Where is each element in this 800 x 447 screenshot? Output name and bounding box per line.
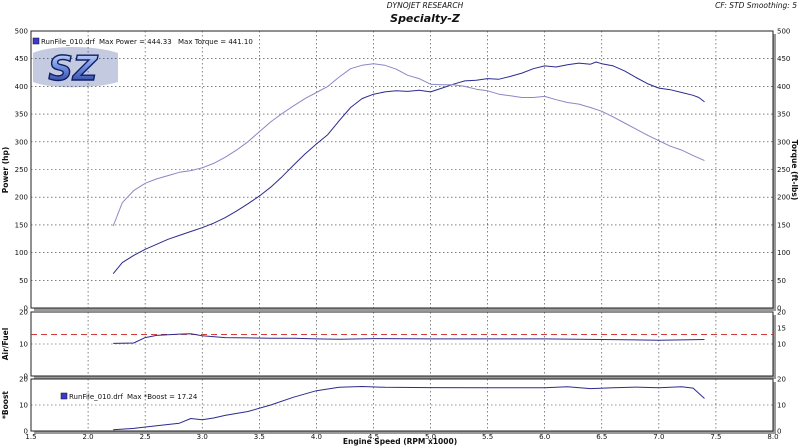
tick-layer: 0501001502002503003504004505000501001502… — [15, 28, 791, 442]
y-tick-label-right: 20 — [777, 376, 786, 384]
y-tick-label-right: 10 — [777, 402, 786, 410]
x-tick-label: 8.0 — [767, 433, 778, 441]
boost-legend-swatch — [60, 392, 68, 400]
y-tick-label-left: 10 — [19, 402, 28, 410]
power-torque-torque-line — [112, 63, 705, 227]
boost-legend-max: Max *Boost = 17.24 — [127, 393, 198, 401]
y-tick-label-right: 150 — [777, 221, 790, 229]
y-tick-label-left: 0 — [24, 305, 28, 313]
power-legend-swatch — [32, 37, 40, 45]
header-title: Specialty-Z — [390, 12, 461, 25]
y-tick-label-left: 250 — [15, 166, 28, 174]
y-tick-label-right: 15 — [777, 325, 786, 333]
afr-panel — [30, 311, 774, 377]
y-tick-label-right: 500 — [777, 28, 790, 36]
power-legend: RunFile_010.drf Max Power = 444.33 Max T… — [32, 37, 253, 46]
y-tick-label-left: 500 — [15, 28, 28, 36]
y-tick-label-left: 300 — [15, 138, 28, 146]
x-tick-label: 7.5 — [710, 433, 721, 441]
boost-legend-run: RunFile_010.drf — [69, 393, 124, 401]
y-tick-label-left: 450 — [15, 55, 28, 63]
y-tick-label-right: 400 — [777, 83, 790, 91]
y-tick-label-left: 400 — [15, 83, 28, 91]
y-tick-label-right: 50 — [777, 277, 786, 285]
x-tick-label: 4.0 — [311, 433, 322, 441]
x-tick-label: 6.0 — [539, 433, 550, 441]
y-tick-label-left: 0 — [24, 428, 28, 436]
power-torque-power-line — [112, 61, 705, 275]
x-tick-label: 5.0 — [425, 433, 436, 441]
y-tick-label-right: 20 — [777, 309, 786, 317]
y-tick-label-left: 350 — [15, 111, 28, 119]
x-tick-label: 3.5 — [254, 433, 265, 441]
y-tick-label-left: 10 — [19, 341, 28, 349]
y-tick-label-right: 0 — [777, 305, 781, 313]
series-layer — [31, 61, 773, 431]
y-tick-label-left: 50 — [19, 277, 28, 285]
y-tick-label-right: 300 — [777, 138, 790, 146]
x-tick-label: 2.0 — [83, 433, 94, 441]
afr-axis-label: Air/Fuel — [1, 328, 10, 361]
y-tick-label-left: 150 — [15, 221, 28, 229]
power-legend-run: RunFile_010.drf — [41, 38, 96, 46]
power-panel — [30, 30, 774, 309]
header-company: DYNOJET RESEARCH — [387, 1, 464, 10]
power-legend-max-torque: Max Torque = 441.10 — [178, 38, 253, 46]
boost-boost-line — [113, 386, 705, 431]
sz-logo: SZ — [33, 47, 118, 90]
y-tick-label-left: 100 — [15, 249, 28, 257]
x-tick-label: 5.5 — [482, 433, 493, 441]
x-tick-label: 6.5 — [596, 433, 607, 441]
y-tick-label-right: 10 — [777, 341, 786, 349]
power-axis-label: Power (hp) — [1, 147, 10, 194]
air-fuel-air-fuel-line — [113, 333, 705, 344]
y-tick-label-left: 0 — [24, 373, 28, 381]
boost-legend: RunFile_010.drf Max *Boost = 17.24 — [60, 392, 198, 401]
y-tick-label-left: 200 — [15, 194, 28, 202]
logo-text: SZ — [48, 49, 98, 89]
x-tick-label: 4.5 — [368, 433, 379, 441]
x-axis-label: Engine Speed (RPM x1000) — [343, 437, 457, 446]
grid-layer — [31, 31, 773, 431]
x-tick-label: 7.0 — [653, 433, 664, 441]
y-tick-label-right: 250 — [777, 166, 790, 174]
boost-axis-label: *Boost — [1, 391, 10, 419]
power-legend-max-power: Max Power = 444.33 — [99, 38, 172, 46]
y-tick-label-right: 350 — [777, 111, 790, 119]
torque-axis-label: Torque (ft-lbs) — [790, 140, 799, 201]
x-tick-label: 1.5 — [25, 433, 36, 441]
y-tick-label-right: 200 — [777, 194, 790, 202]
y-tick-label-right: 0 — [777, 428, 781, 436]
x-tick-label: 2.5 — [140, 433, 151, 441]
y-tick-label-right: 450 — [777, 55, 790, 63]
y-tick-label-right: 100 — [777, 249, 790, 257]
y-tick-label-left: 20 — [19, 376, 28, 384]
header-settings: CF: STD Smoothing: 5 — [715, 1, 797, 10]
y-tick-label-left: 20 — [19, 309, 28, 317]
boost-panel — [30, 378, 774, 432]
x-tick-label: 3.0 — [197, 433, 208, 441]
